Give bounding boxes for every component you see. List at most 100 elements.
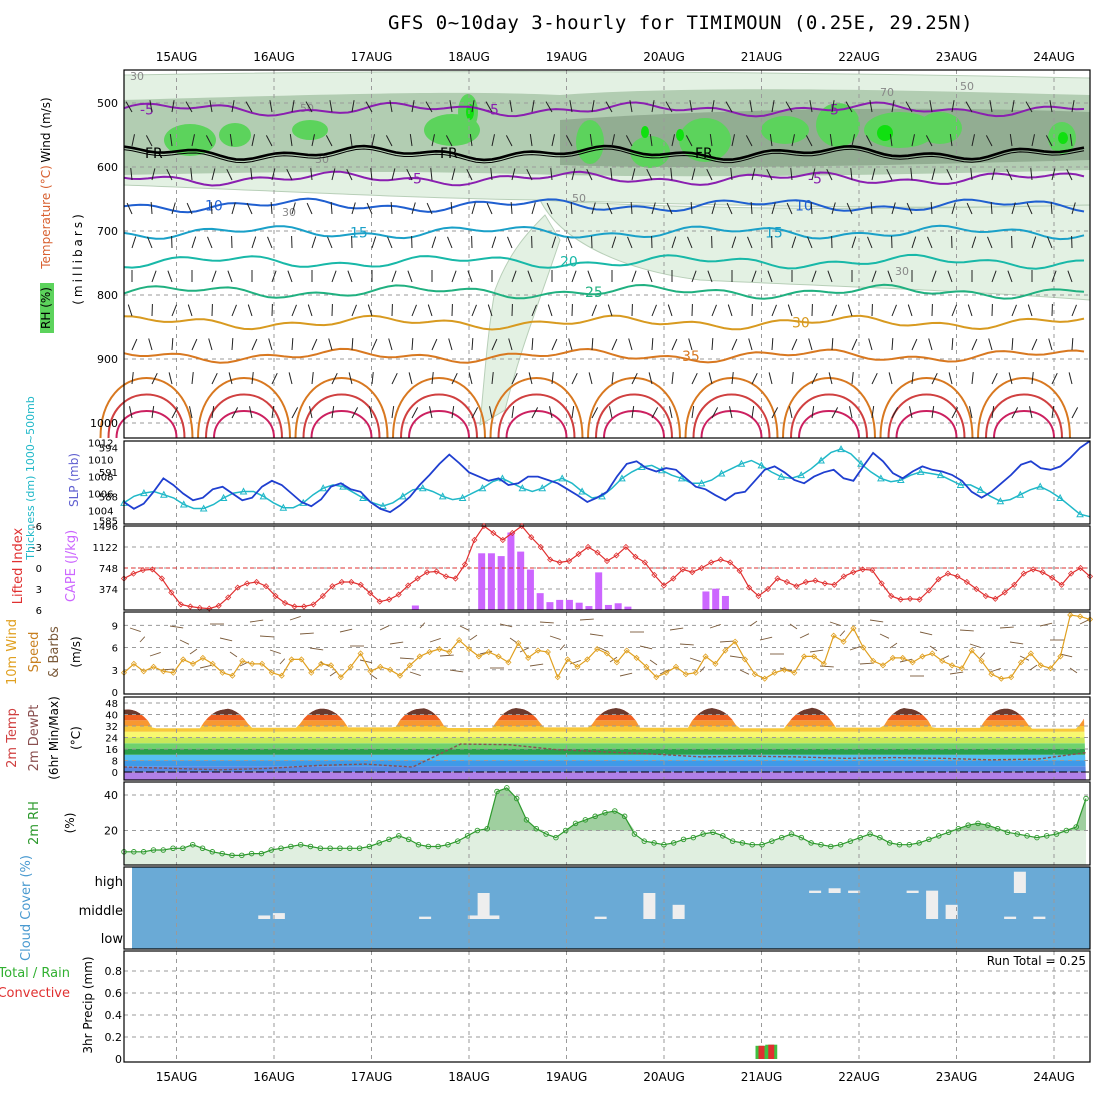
rh2m-point	[209, 849, 216, 855]
wind-speed-point	[574, 663, 581, 670]
wind-barb	[131, 134, 135, 147]
cloud-bar	[945, 904, 958, 919]
wind-barb	[991, 270, 997, 283]
lifted-index-point	[556, 559, 563, 566]
wind-barb	[791, 372, 794, 385]
wind-barb	[887, 270, 893, 283]
temperature-contour	[123, 148, 1085, 164]
lifted-index-point	[641, 559, 648, 566]
boundary-layer-contour	[879, 377, 974, 439]
thickness-point	[996, 497, 1005, 505]
wind-speed-point	[525, 654, 532, 661]
wind-barb	[651, 304, 657, 317]
rh2m-point	[494, 788, 500, 795]
thickness-point	[1056, 493, 1064, 501]
panel-frame	[123, 781, 1091, 866]
wind-barb	[311, 134, 315, 147]
lifted-index-point	[452, 575, 459, 582]
cloud-bar	[258, 915, 271, 919]
wind-barb	[631, 372, 638, 385]
slp-thickness-panel: 585 588 591 594 1004 1006 1008 1010 1012 Thicknes…	[24, 396, 1091, 561]
wind-tick-label: 9	[112, 621, 118, 632]
wind-barb	[426, 202, 433, 215]
wind-speed-point	[406, 662, 413, 669]
boundary-layer-contour	[408, 410, 470, 439]
wind-barb	[811, 168, 816, 181]
cloud-bar	[487, 915, 500, 919]
wind-speed-point	[1077, 613, 1084, 620]
rh2m-point	[425, 843, 432, 850]
wind-barb	[826, 168, 833, 181]
rh2m-point	[376, 840, 382, 846]
wind-barb	[208, 338, 213, 351]
cloud-bar	[1033, 916, 1046, 919]
surface-wind-barb	[989, 667, 1001, 673]
cape-tick-label: 748	[99, 564, 118, 575]
lifted-index-point	[869, 567, 876, 574]
wind-barb	[531, 202, 536, 215]
wind-barb	[1031, 338, 1038, 351]
lifted-index-point	[1049, 574, 1056, 581]
surface-wind-barb	[309, 647, 324, 651]
lifted-index-point	[802, 578, 809, 586]
rh2m-point	[867, 831, 873, 837]
cape-bar	[507, 532, 515, 610]
wind-speed-point	[870, 657, 877, 664]
axis-label-degc: (°C)	[69, 726, 83, 750]
temperature-contour-label: 35	[682, 349, 700, 365]
wind-speed-point	[377, 663, 384, 670]
cape-bar	[604, 604, 612, 610]
cloud-level-low: low	[101, 932, 124, 947]
rh2m-point	[445, 841, 451, 848]
surface-wind-barb	[689, 657, 701, 663]
wind-barb	[171, 337, 174, 351]
wind-barb	[731, 236, 737, 249]
temp-band-peak	[124, 707, 1086, 715]
wind-barb	[991, 372, 998, 385]
surface-wind-barb	[999, 626, 1014, 629]
lifted-index-point	[168, 589, 175, 596]
thickness-point	[199, 504, 208, 512]
wind-barb	[591, 407, 599, 419]
wind-barb	[931, 270, 937, 283]
thickness-point	[159, 490, 168, 498]
lifted-index-point	[149, 566, 156, 573]
wind-barb	[671, 372, 674, 385]
lifted-index-point	[660, 582, 667, 589]
lifted-index-point	[215, 602, 222, 609]
surface-wind-barb	[299, 632, 314, 635]
rh-shade-green	[164, 124, 216, 156]
lifted-index-point	[357, 581, 364, 588]
surface-wind-barb	[289, 615, 301, 621]
lifted-index-point	[783, 578, 791, 586]
thickness-point	[279, 503, 288, 511]
wind-barb	[946, 168, 953, 181]
surface-wind-barb	[859, 662, 874, 665]
wind-barb	[391, 270, 397, 283]
axis-label-mps: (m/s)	[69, 636, 83, 667]
wind-barb	[167, 270, 173, 283]
wind-barb	[727, 304, 733, 317]
wind-barb	[371, 236, 377, 249]
wind-barb	[731, 134, 735, 147]
rh2m-point	[278, 845, 284, 852]
wind-barb	[629, 100, 633, 113]
wind-barb	[1050, 201, 1053, 215]
wind-barb	[789, 406, 793, 419]
wind-barb	[851, 236, 857, 249]
cape-tick-label: 374	[99, 585, 118, 596]
rh2m-point	[327, 845, 333, 852]
cape-tick-label: 1122	[93, 543, 118, 554]
wind-barb	[1051, 372, 1058, 385]
wind-barb	[850, 168, 853, 181]
temp-tick-label: 40	[105, 711, 118, 722]
wind-barb	[711, 100, 715, 113]
cloud-bar	[477, 893, 490, 919]
wind-barb	[289, 134, 293, 147]
wind-speed-point	[515, 640, 522, 647]
wind-barb	[511, 270, 517, 283]
surface-wind-barb	[929, 645, 938, 652]
wind-speed-point	[643, 663, 650, 670]
date-label-bottom: 21AUG	[741, 1070, 783, 1084]
rh2m-point	[1024, 833, 1030, 839]
